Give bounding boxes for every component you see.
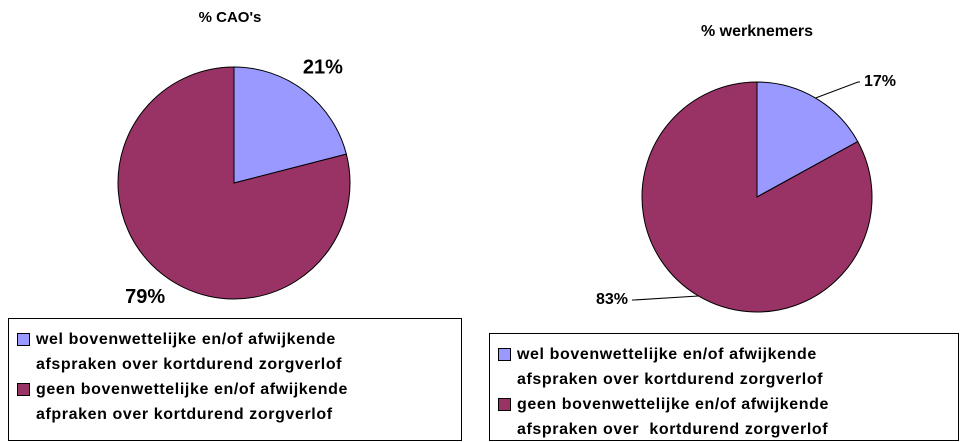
legend-swatch [498,398,511,411]
data-label: 83% [596,291,628,308]
legend-item: geen bovenwettelijke en/of afwijkende af… [17,377,461,427]
chart-title: % CAO's [199,9,262,26]
legend: wel bovenwettelijke en/of afwijkende afs… [8,318,462,441]
legend-swatch [17,383,30,396]
legend-item: wel bovenwettelijke en/of afwijkende afs… [498,342,958,392]
chart-title: % werknemers [701,23,813,40]
legend-item: geen bovenwettelijke en/of afwijkende af… [498,392,958,442]
data-label: 21% [303,57,343,79]
legend-label: wel bovenwettelijke en/of afwijkende afs… [517,346,824,388]
legend: wel bovenwettelijke en/of afwijkende afs… [489,333,959,441]
legend-label: geen bovenwettelijke en/of afwijkende af… [36,381,354,423]
pie-slice [756,81,859,198]
legend-label: geen bovenwettelijke en/of afwijkende af… [517,396,835,438]
pie-slice [117,66,351,300]
legend-swatch [17,333,30,346]
legend-item: wel bovenwettelijke en/of afwijkende afs… [17,327,461,377]
data-label: 17% [864,73,896,90]
data-label: 79% [125,286,165,308]
leader-line [815,81,860,99]
pie-slice [233,66,347,184]
leader-line [632,295,699,301]
legend-swatch [498,348,511,361]
legend-label: wel bovenwettelijke en/of afwijkende afs… [36,331,343,373]
